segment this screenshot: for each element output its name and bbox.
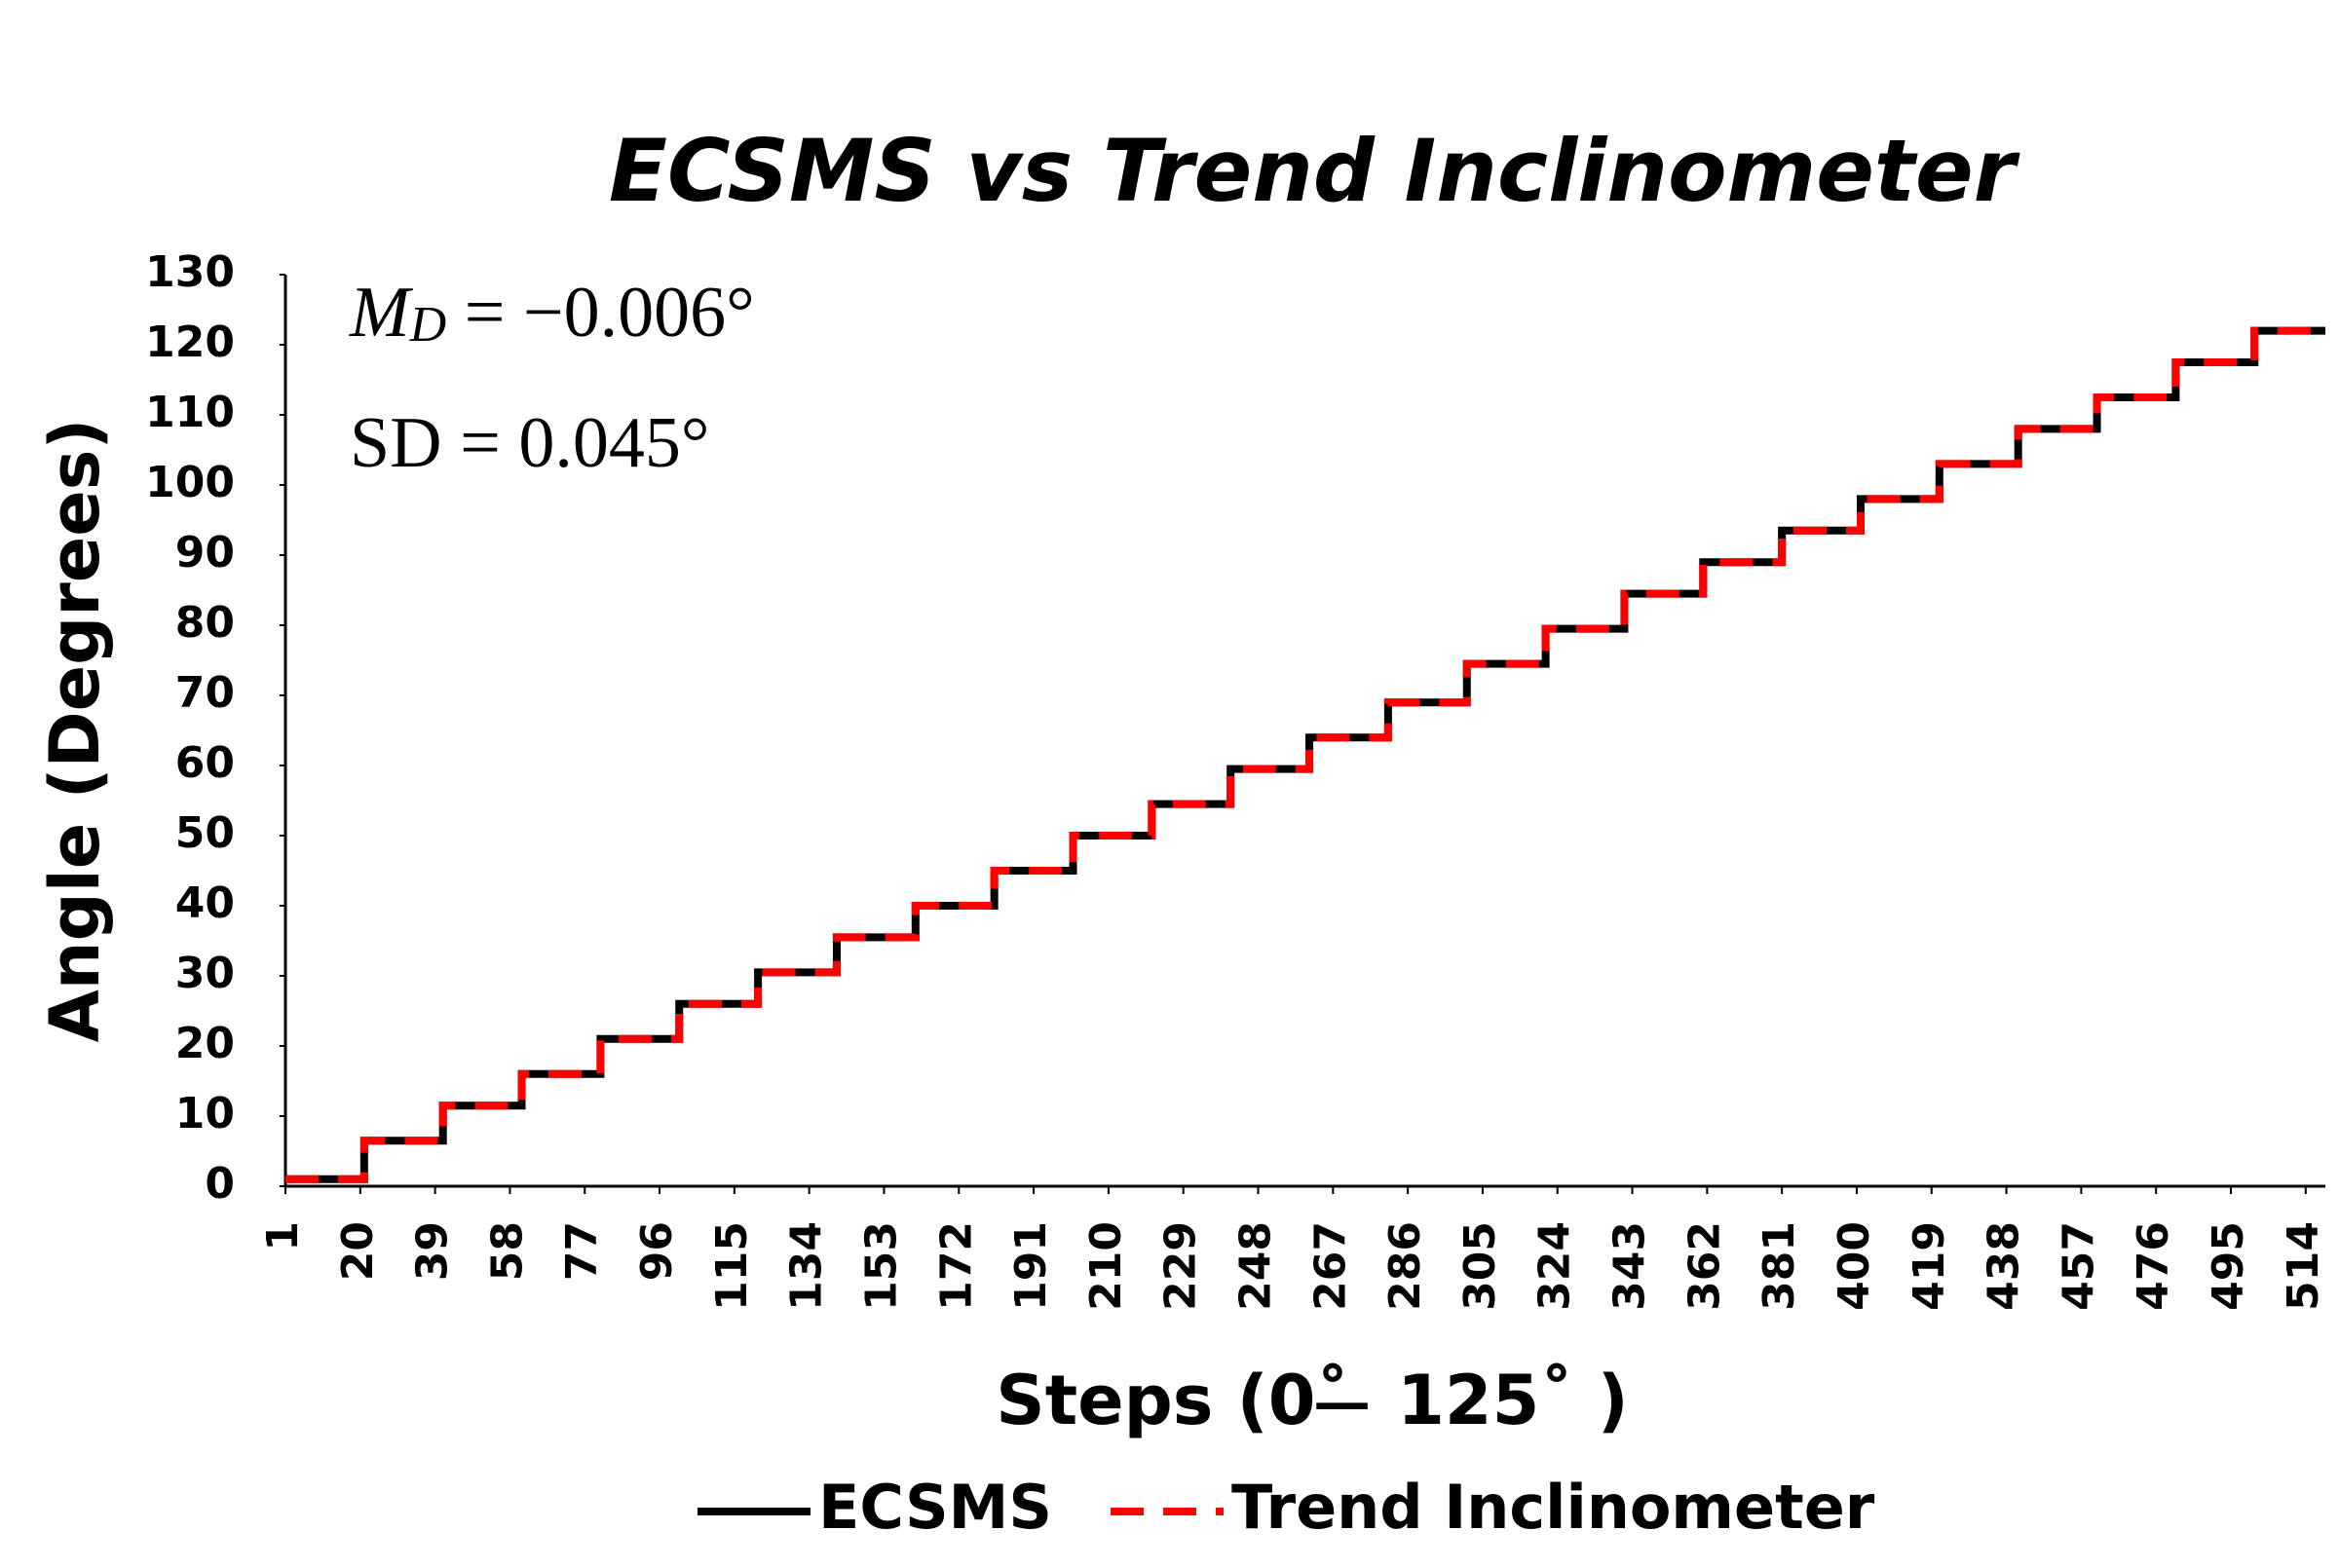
annotation-part: = −0.006° — [446, 273, 755, 353]
x-tick-label: 172 — [931, 1221, 981, 1311]
x-tick-label: 495 — [2204, 1221, 2253, 1311]
x-tick-label: 419 — [1905, 1221, 1954, 1311]
x-tick-label: 476 — [2129, 1221, 2178, 1311]
annotation: MD = −0.006° — [349, 273, 755, 353]
x-tick-label: 438 — [1980, 1221, 2029, 1311]
x-tick-label: 115 — [707, 1221, 757, 1311]
x-tick-label: 305 — [1455, 1221, 1505, 1311]
y-tick-label: 20 — [175, 1019, 235, 1068]
y-tick-label: 0 — [205, 1159, 235, 1209]
x-axis-title: Steps (0˚ ̶ 125˚ ) — [996, 1361, 1628, 1440]
x-tick-label: 286 — [1380, 1221, 1430, 1311]
x-tick-label: 210 — [1081, 1221, 1131, 1311]
x-tick-label: 20 — [333, 1221, 383, 1281]
y-tick-label: 120 — [145, 317, 235, 367]
x-tick-label: 191 — [1006, 1221, 1056, 1311]
x-tick-label: 267 — [1305, 1221, 1355, 1311]
x-tick-label: 77 — [557, 1221, 607, 1281]
x-tick-label: 39 — [408, 1221, 458, 1281]
y-tick-label: 50 — [175, 808, 235, 858]
annotation-part: D — [409, 297, 447, 353]
y-tick-label: 90 — [175, 528, 235, 578]
y-tick-label: 130 — [145, 247, 235, 297]
x-tick-label: 58 — [482, 1221, 532, 1281]
y-tick-label: 100 — [145, 458, 235, 507]
x-tick-label: 134 — [782, 1221, 832, 1311]
y-tick-label: 10 — [175, 1089, 235, 1139]
x-tick-label: 96 — [632, 1221, 682, 1281]
y-tick-label: 70 — [175, 668, 235, 718]
legend-label: Trend Inclinometer — [1231, 1472, 1875, 1543]
x-tick-label: 229 — [1156, 1221, 1206, 1311]
legend-label: ECSMS — [818, 1472, 1052, 1543]
y-axis-title: Angle (Degrees) — [35, 419, 115, 1043]
chart-title: ECSMS vs Trend Inclinometer — [609, 121, 2020, 221]
y-tick-label: 40 — [175, 878, 235, 928]
annotation-part: M — [349, 273, 414, 353]
x-tick-label: 343 — [1605, 1221, 1655, 1311]
x-tick-label: 457 — [2054, 1221, 2103, 1311]
x-tick-label: 362 — [1679, 1221, 1729, 1311]
y-tick-label: 110 — [145, 388, 235, 437]
annotation-part: SD = 0.045° — [350, 403, 709, 483]
x-tick-label: 400 — [1830, 1221, 1879, 1311]
line-series — [285, 326, 2325, 1183]
y-tick-label: 80 — [175, 598, 235, 648]
x-tick-label: 248 — [1230, 1221, 1280, 1311]
y-tick-label: 60 — [175, 738, 235, 788]
x-tick-label: 514 — [2279, 1221, 2328, 1311]
x-tick-label: 153 — [856, 1221, 906, 1311]
x-tick-label: 381 — [1754, 1221, 1804, 1311]
x-tick-label: 324 — [1530, 1221, 1580, 1311]
x-tick-label: 1 — [258, 1221, 308, 1251]
annotation: SD = 0.045° — [350, 403, 709, 483]
y-tick-label: 30 — [175, 949, 235, 998]
